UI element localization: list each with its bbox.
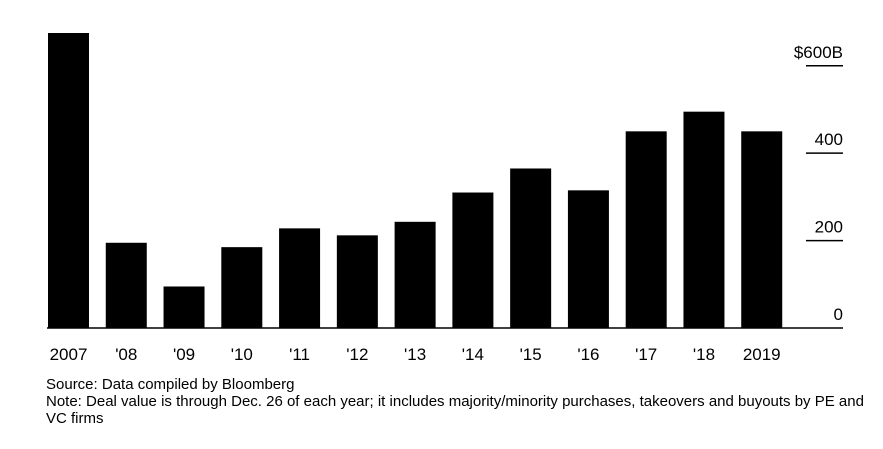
x-tick-label: '09 — [173, 345, 195, 364]
y-tick-label: 0 — [834, 305, 843, 324]
x-tick-label: '12 — [346, 345, 368, 364]
bar-9 — [567, 190, 609, 328]
x-tick-label: '18 — [693, 345, 715, 364]
bar-chart: 0 200 400 $600B 2007 '08 '09 '10 '11 '12 '13 '14 '1… — [47, 33, 843, 364]
bar-4 — [279, 228, 321, 328]
bar-8 — [510, 168, 552, 328]
x-tick-label: 2019 — [743, 345, 781, 364]
bar-10 — [625, 131, 667, 328]
y-axis: 0 200 400 $600B — [794, 43, 843, 324]
x-tick-label: '10 — [231, 345, 253, 364]
note-text: Note: Deal value is through Dec. 26 of e… — [46, 393, 864, 427]
x-tick-label: '13 — [404, 345, 426, 364]
y-tick-label: $600B — [794, 43, 843, 62]
bars-group — [48, 33, 783, 329]
bar-5 — [336, 235, 378, 328]
y-tick-label: 200 — [815, 218, 843, 237]
x-tick-label: '15 — [520, 345, 542, 364]
y-tick-label: 400 — [815, 130, 843, 149]
x-axis: 2007 '08 '09 '10 '11 '12 '13 '14 '15 '16 '17 '18 201… — [50, 345, 781, 364]
x-tick-label: '14 — [462, 345, 484, 364]
bar-2 — [163, 286, 205, 328]
source-text: Source: Data compiled by Bloomberg — [46, 376, 295, 393]
bar-3 — [221, 247, 263, 328]
bar-1 — [105, 242, 147, 328]
x-tick-label: '16 — [577, 345, 599, 364]
x-tick-label: '11 — [289, 345, 310, 364]
bar-6 — [394, 221, 436, 328]
bar-0 — [48, 33, 89, 328]
x-tick-label: '08 — [115, 345, 137, 364]
chart-footer: Source: Data compiled by Bloomberg Note:… — [46, 376, 876, 427]
bar-12 — [741, 131, 783, 328]
x-tick-label: 2007 — [50, 345, 88, 364]
x-tick-label: '17 — [635, 345, 657, 364]
bar-11 — [683, 111, 725, 329]
bar-7 — [452, 192, 494, 328]
